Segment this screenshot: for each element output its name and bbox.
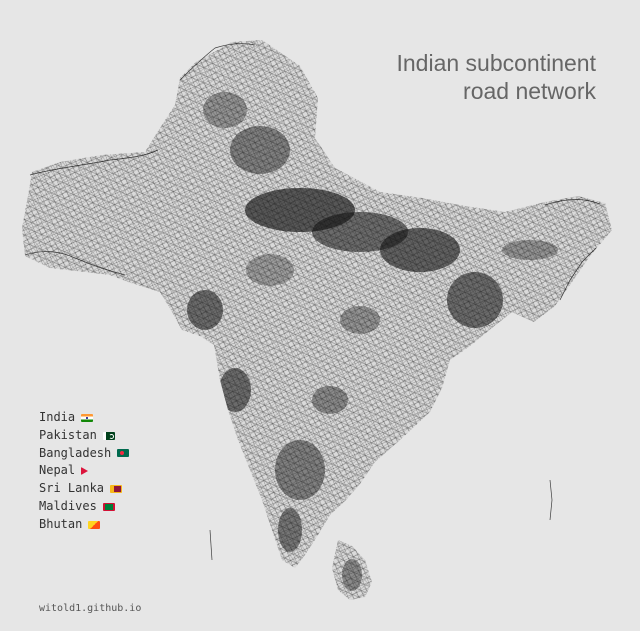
legend-item-bhutan: Bhutan	[39, 516, 129, 534]
flag-maldives-icon	[102, 502, 115, 511]
legend-item-bangladesh: Bangladesh	[39, 445, 130, 463]
flag-bangladesh-icon	[117, 449, 130, 458]
flag-nepal-icon	[81, 467, 89, 476]
flag-sri-lanka-icon	[110, 485, 123, 494]
flag-pakistan-icon	[102, 431, 115, 440]
map-title-line-2: road network	[463, 78, 596, 104]
legend-item-maldives: Maldives	[39, 498, 129, 516]
legend-label-nepal: Nepal	[39, 463, 76, 478]
legend-label-pakistan: Pakistan	[39, 427, 97, 442]
legend-item-pakistan: Pakistan	[39, 427, 129, 445]
flag-bhutan-icon	[88, 520, 101, 529]
legend-item-nepal: Nepal	[39, 462, 129, 480]
legend-item-sri-lanka: Sri Lanka	[39, 480, 129, 498]
map-title: Indian subcontinent road network	[397, 49, 597, 105]
legend-label-maldives: Maldives	[39, 498, 97, 513]
legend-label-india: India	[39, 410, 76, 424]
credit-link[interactable]: witold1.github.io	[39, 603, 142, 614]
country-legend: India Pakistan Bangladesh Nepal Sri Lank…	[39, 409, 130, 534]
legend-label-sri-lanka: Sri Lanka	[39, 481, 105, 496]
legend-label-bhutan: Bhutan	[39, 516, 83, 531]
legend-item-india: India	[39, 409, 129, 427]
legend-label-bangladesh: Bangladesh	[39, 445, 112, 460]
flag-india-icon	[81, 413, 94, 422]
map-title-line-1: Indian subcontinent	[396, 50, 597, 76]
